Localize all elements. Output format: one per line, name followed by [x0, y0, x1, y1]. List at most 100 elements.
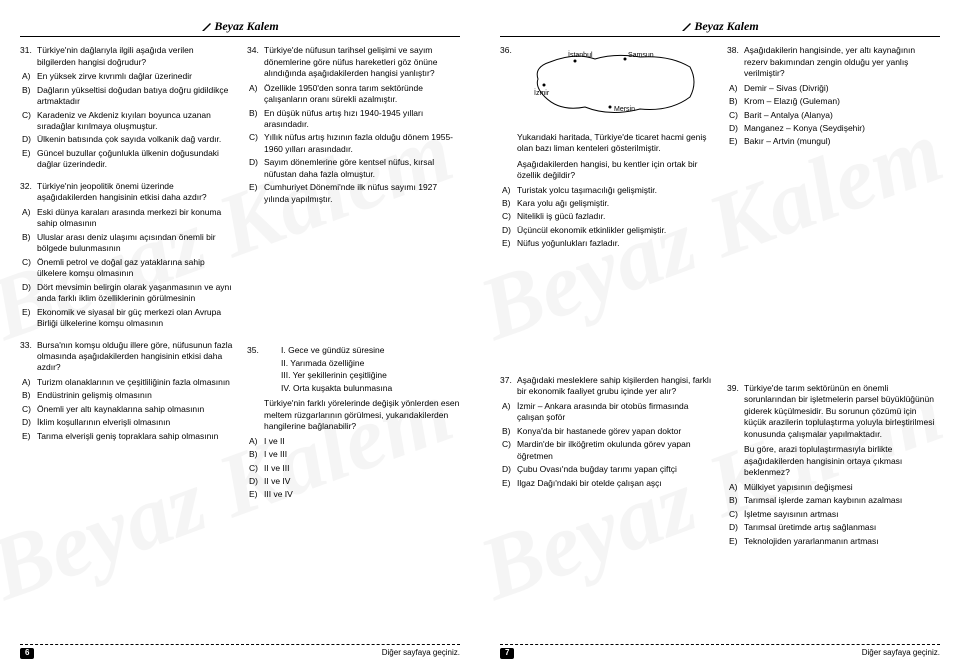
opt-text: En yüksek zirve kıvrımlı dağlar üzerined… [37, 71, 233, 82]
opt-label: E) [249, 182, 264, 205]
opt-label: C) [22, 404, 37, 415]
q-num: 37. [500, 375, 517, 398]
opt-label: E) [22, 431, 37, 442]
opt-label: C) [249, 132, 264, 155]
header-rule [500, 36, 940, 37]
opt-label: C) [22, 110, 37, 133]
opt-label: E) [729, 536, 744, 547]
opt-text: Uluslar arası deniz ulaşımı açısından ön… [37, 232, 233, 255]
opt-label: C) [729, 509, 744, 520]
opt-label: E) [502, 238, 517, 249]
q-num: 32. [20, 181, 37, 204]
q-stem: Türkiye'de nüfusun tarihsel gelişimi ve … [264, 45, 460, 79]
opt-label: D) [22, 417, 37, 428]
intro-text: Yukarıdaki haritada, Türkiye'de ticaret … [517, 132, 713, 155]
q-num: 34. [247, 45, 264, 79]
page-left: Beyaz Kalem 31.Türkiye'nin dağlarıyla il… [0, 0, 480, 665]
opt-text: III ve IV [264, 489, 460, 500]
opt-label: A) [502, 185, 517, 196]
brand-text: Beyaz Kalem [214, 19, 278, 33]
spacer [727, 158, 940, 383]
spacer [247, 215, 460, 345]
opt-label: A) [22, 377, 37, 388]
brand-logo: Beyaz Kalem [500, 18, 940, 34]
opt-label: E) [502, 478, 517, 489]
right-col-2: 38.Aşağıdakilerin hangisinde, yer altı k… [727, 45, 940, 557]
opt-text: Cumhuriyet Dönemi'nde ilk nüfus sayımı 1… [264, 182, 460, 205]
opt-label: B) [249, 449, 264, 460]
opt-label: B) [729, 495, 744, 506]
opt-text: II ve IV [264, 476, 460, 487]
opt-text: En düşük nüfus artış hızı 1940-1945 yıll… [264, 108, 460, 131]
opt-text: Tarımsal üretimde artış sağlanması [744, 522, 940, 533]
q-num: 39. [727, 383, 744, 479]
footer-left: 6 Diğer sayfaya geçiniz. [20, 644, 460, 659]
turkey-map: İstanbul Samsun İzmir Mersin [517, 47, 713, 125]
opt-text: I ve II [264, 436, 460, 447]
brand-logo: Beyaz Kalem [20, 18, 460, 34]
question-34: 34.Türkiye'de nüfusun tarihsel gelişimi … [247, 45, 460, 205]
opt-text: Turistak yolcu taşımacılığı gelişmiştir. [517, 185, 713, 196]
opt-label: D) [729, 522, 744, 533]
stem-text: Aşağıdakilerden hangisi, bu kentler için… [517, 159, 713, 182]
q-body: İstanbul Samsun İzmir Mersin Yukarıdaki … [517, 45, 713, 181]
opt-label: B) [502, 426, 517, 437]
opt-text: Sayım dönemlerine göre kentsel nüfus, kı… [264, 157, 460, 180]
footer-text: Diğer sayfaya geçiniz. [862, 648, 940, 659]
opt-text: II ve III [264, 463, 460, 474]
opt-label: A) [249, 436, 264, 447]
opt-label: E) [22, 307, 37, 330]
question-37: 37.Aşağıdaki mesleklere sahip kişilerden… [500, 375, 713, 489]
page-number: 6 [20, 648, 34, 659]
opt-label: D) [729, 123, 744, 134]
question-39: 39. Türkiye'de tarım sektörünün en öneml… [727, 383, 940, 547]
q-num: 31. [20, 45, 37, 68]
question-36: 36. İstanbul Samsun İzmir Mersin Yukarıd [500, 45, 713, 250]
svg-text:İstanbul: İstanbul [568, 50, 593, 59]
opt-text: Turizm olanaklarının ve çeşitliliğinin f… [37, 377, 233, 388]
opt-label: B) [249, 108, 264, 131]
question-33: 33.Bursa'nın komşu olduğu illere göre, n… [20, 340, 233, 443]
opt-text: Üçüncül ekonomik etkinlikler gelişmiştir… [517, 225, 713, 236]
opt-label: B) [729, 96, 744, 107]
opt-text: Endüstrinin gelişmiş olmasının [37, 390, 233, 401]
q-stem: Aşağıdaki mesleklere sahip kişilerden ha… [517, 375, 713, 398]
opt-text: Teknolojiden yararlanmanın artması [744, 536, 940, 547]
opt-label: A) [502, 401, 517, 424]
opt-label: D) [249, 476, 264, 487]
opt-label: D) [249, 157, 264, 180]
footer-text: Diğer sayfaya geçiniz. [382, 648, 460, 659]
opt-label: E) [729, 136, 744, 147]
question-32: 32.Türkiye'nin jeopolitik önemi üzerinde… [20, 181, 233, 330]
opt-text: Mülkiyet yapısının değişmesi [744, 482, 940, 493]
opt-label: A) [22, 207, 37, 230]
q-body: Türkiye'de tarım sektörünün en önemli so… [744, 383, 940, 479]
left-col-1: 31.Türkiye'nin dağlarıyla ilgili aşağıda… [20, 45, 233, 511]
stem-text: Türkiye'nin farklı yörelerinde değişik y… [264, 398, 459, 431]
q-num: 38. [727, 45, 744, 79]
question-35: 35. I. Gece ve gündüz süresine II. Yarım… [247, 345, 460, 501]
opt-text: Nitelikli iş gücü fazladır. [517, 211, 713, 222]
opt-text: Ülkenin batısında çok sayıda volkanik da… [37, 134, 233, 145]
opt-text: Krom – Elazığ (Guleman) [744, 96, 940, 107]
opt-label: D) [502, 225, 517, 236]
opt-label: A) [729, 482, 744, 493]
spacer [500, 260, 713, 375]
q-num: 35. [247, 345, 264, 432]
right-col-1: 36. İstanbul Samsun İzmir Mersin Yukarıd [500, 45, 713, 557]
opt-text: İklim koşullarının elverişli olmasının [37, 417, 233, 428]
opt-label: B) [22, 390, 37, 401]
opt-label: D) [22, 282, 37, 305]
opt-text: Dört mevsimin belirgin olarak yaşanmasın… [37, 282, 233, 305]
opt-label: B) [502, 198, 517, 209]
opt-text: İzmir – Ankara arasında bir otobüs firma… [517, 401, 713, 424]
opt-text: Karadeniz ve Akdeniz kıyıları boyunca uz… [37, 110, 233, 133]
opt-text: Önemli petrol ve doğal gaz yataklarına s… [37, 257, 233, 280]
q-stem: Türkiye'nin dağlarıyla ilgili aşağıda ve… [37, 45, 233, 68]
header-rule [20, 36, 460, 37]
footer-right: 7 Diğer sayfaya geçiniz. [500, 644, 940, 659]
intro-text: Türkiye'de tarım sektörünün en önemli so… [744, 383, 940, 440]
roman-item: I. Gece ve gündüz süresine [281, 345, 460, 356]
opt-text: Bakır – Artvin (mungul) [744, 136, 940, 147]
opt-label: B) [22, 232, 37, 255]
